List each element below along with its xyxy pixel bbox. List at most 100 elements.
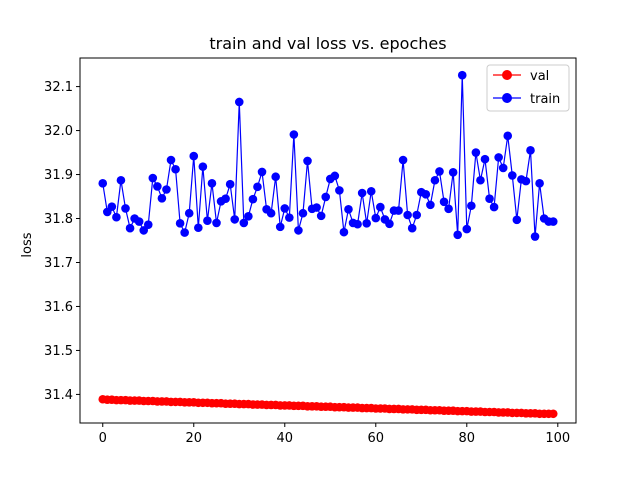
series-train-point-58 (362, 219, 371, 228)
series-train-point-84 (480, 154, 490, 164)
series-train-point-10 (143, 220, 153, 229)
x-tick-label-80: 80 (459, 431, 476, 446)
series-train-point-16 (171, 164, 180, 174)
series-train-point-88 (498, 163, 508, 173)
series-layer (98, 70, 558, 419)
series-train-point-42 (289, 130, 299, 139)
series-train-point-41 (285, 213, 294, 222)
series-train-point-34 (253, 182, 262, 192)
chart-title: train and val loss vs. epoches (209, 34, 446, 53)
series-train-point-12 (153, 182, 162, 191)
series-train-point-38 (271, 172, 280, 182)
series-train-point-15 (166, 155, 176, 165)
y-tick-label-32.0: 32.0 (44, 124, 73, 139)
series-train-point-49 (321, 192, 331, 202)
series-train-point-37 (266, 208, 276, 218)
series-train-point-71 (421, 190, 431, 199)
series-train-point-52 (335, 186, 344, 195)
series-val-point-99 (548, 409, 558, 419)
series-train-point-5 (121, 204, 130, 213)
series-train-point-87 (494, 153, 503, 162)
series-train-point-43 (294, 226, 303, 235)
series-train-point-14 (162, 185, 171, 194)
series-train-point-22 (198, 162, 208, 171)
y-tick-label-31.6: 31.6 (44, 300, 73, 315)
series-train-point-73 (430, 175, 440, 185)
plot-frame (79, 57, 577, 424)
legend-train-label: train (530, 92, 560, 107)
series-train-point-6 (125, 223, 135, 233)
series-train-point-23 (203, 216, 212, 226)
series-train-point-47 (312, 203, 321, 212)
legend: val train (486, 64, 570, 112)
y-tick-label-31.4: 31.4 (44, 388, 73, 403)
series-train-point-9 (139, 226, 149, 235)
y-tick-label-31.7: 31.7 (44, 256, 73, 271)
series-train (98, 70, 558, 241)
series-train-point-28 (225, 179, 235, 189)
series-train-point-25 (212, 218, 221, 228)
legend-train-marker (502, 93, 512, 103)
y-tick-label-31.5: 31.5 (44, 344, 73, 359)
series-train-point-68 (407, 223, 417, 233)
series-train-point-85 (485, 194, 494, 204)
series-train-point-18 (180, 228, 189, 237)
series-train-point-20 (189, 151, 199, 161)
y-tick-label-32.1: 32.1 (44, 80, 73, 95)
series-val (98, 394, 558, 419)
series-train-point-94 (526, 146, 535, 155)
series-train-point-76 (444, 204, 453, 214)
series-train-point-48 (316, 211, 326, 221)
series-train-point-30 (234, 97, 244, 107)
axis-ticks: 0 20 40 60 80 100 31.4 31.5 31.6 31.7 31.8 31.9 32.0… (44, 80, 570, 446)
series-train-point-96 (535, 179, 544, 188)
series-train-point-27 (221, 194, 230, 204)
y-tick-label-31.9: 31.9 (44, 168, 73, 183)
series-train-point-89 (503, 131, 513, 141)
series-train-point-21 (194, 223, 203, 233)
series-train-point-81 (467, 201, 476, 211)
x-tick-label-60: 60 (368, 431, 385, 446)
series-train-point-11 (148, 173, 158, 183)
series-train-point-45 (303, 156, 312, 166)
series-train-point-74 (435, 167, 444, 176)
x-tick-label-20: 20 (185, 431, 202, 446)
series-train-point-90 (507, 171, 517, 180)
series-train-point-99 (548, 217, 558, 226)
y-tick-label-31.8: 31.8 (44, 212, 73, 227)
x-tick-label-40: 40 (276, 431, 293, 446)
series-train-point-2 (107, 202, 117, 211)
y-axis-label: loss (20, 232, 35, 257)
series-train-point-57 (357, 188, 367, 198)
series-train-point-67 (403, 210, 412, 220)
series-train-point-8 (134, 217, 144, 226)
series-train-point-91 (512, 215, 522, 225)
series-train-point-59 (366, 186, 376, 196)
series-train-point-93 (521, 176, 531, 186)
legend-val-label: val (530, 69, 549, 84)
series-train-point-75 (439, 197, 449, 207)
series-train-point-72 (426, 200, 435, 210)
series-train-point-54 (344, 204, 353, 214)
series-train-point-53 (339, 227, 349, 237)
series-train-point-69 (412, 210, 422, 220)
series-train-point-29 (230, 215, 240, 224)
series-train-point-60 (371, 213, 381, 223)
series-train-point-86 (489, 202, 499, 212)
series-train-point-77 (448, 168, 458, 177)
series-train-point-44 (298, 208, 308, 218)
series-train-point-19 (184, 208, 194, 218)
x-tick-label-0: 0 (99, 431, 107, 446)
series-train-point-0 (98, 179, 108, 188)
series-train-point-82 (471, 148, 481, 157)
series-train-point-78 (453, 230, 462, 240)
series-train-point-61 (376, 202, 385, 212)
series-train-point-13 (157, 193, 167, 203)
series-train-point-3 (112, 212, 121, 222)
series-train-point-33 (248, 194, 258, 204)
series-train-point-63 (385, 219, 394, 229)
series-train-line (102, 75, 554, 237)
series-train-point-35 (257, 167, 267, 177)
series-train-point-31 (239, 218, 249, 228)
